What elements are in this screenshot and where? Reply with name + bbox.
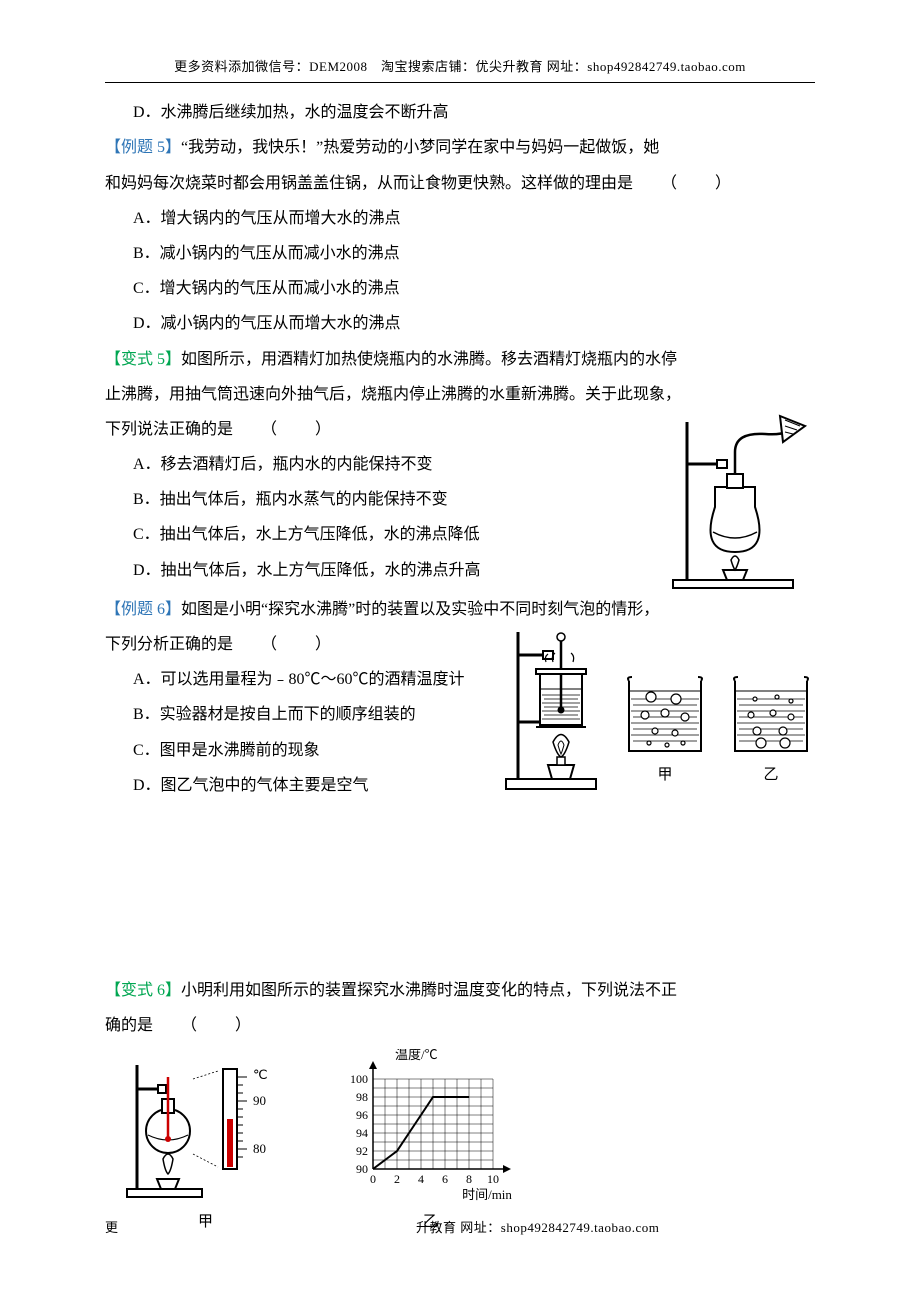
variant-5-line2: 止沸腾，用抽气筒迅速向外抽气后，烧瓶内停止沸腾的水重新沸腾。关于此现象，: [105, 377, 815, 412]
variant-6-blank: （ ）: [153, 1017, 281, 1034]
example-6-text-b: 下列分析正确的是: [105, 636, 233, 653]
example-5-line2: 和妈妈每次烧菜时都会用锅盖盖住锅，从而让食物更快熟。这样做的理由是（ ）: [105, 166, 815, 201]
ex5-option-b: B．减小锅内的气压从而减小水的沸点: [105, 236, 815, 271]
variant-6-line1: 【变式 6】小明利用如图所示的装置探究水沸腾时温度变化的特点，下列说法不正: [105, 973, 815, 1008]
example-6-blank: （ ）: [233, 636, 361, 653]
svg-text:8: 8: [466, 1172, 472, 1186]
var6-caption-yi: 乙: [423, 1206, 438, 1239]
variant-6-text-b: 确的是: [105, 1017, 153, 1034]
svg-text:96: 96: [356, 1108, 368, 1122]
svg-text:10: 10: [487, 1172, 499, 1186]
example-5-line1: 【例题 5】“我劳动，我快乐！”热爱劳动的小梦同学在家中与妈妈一起做饭，她: [105, 130, 815, 165]
variant-6-tag: 【变式 6】: [105, 982, 181, 999]
svg-text:98: 98: [356, 1090, 368, 1104]
variant-6-figures: ℃ 90 80 甲 10098969492900246810温度/℃时间/min…: [123, 1049, 815, 1239]
ex5-option-d: D．减小锅内的气压从而增大水的沸点: [105, 306, 815, 341]
variant-5-figure: [665, 412, 815, 592]
variant-6-line2: 确的是（ ）: [105, 1008, 815, 1043]
prev-option-d: D．水沸腾后继续加热，水的温度会不断升高: [105, 95, 815, 130]
ex6-beaker-jia: 甲: [621, 675, 709, 792]
page-header: 更多资料添加微信号：DEM2008 淘宝搜索店铺：优尖升教育 网址：shop49…: [105, 58, 815, 83]
example-6-text-a: 如图是小明“探究水沸腾”时的装置以及实验中不同时刻气泡的情形，: [181, 601, 659, 618]
example-5-text-a: “我劳动，我快乐！”热爱劳动的小梦同学在家中与妈妈一起做饭，她: [181, 139, 659, 156]
variant-5-text-c: 下列说法正确的是: [105, 421, 233, 438]
caption-jia: 甲: [657, 759, 672, 792]
svg-text:92: 92: [356, 1144, 368, 1158]
svg-text:4: 4: [418, 1172, 424, 1186]
therm-80: 80: [253, 1141, 266, 1156]
svg-text:6: 6: [442, 1172, 448, 1186]
var6-chart: 100 98 96 94 92 900 2 4 6 8 10 温度/℃ 时间/min 乙: [338, 1049, 523, 1239]
therm-unit: ℃: [253, 1067, 268, 1082]
example-6-line1: 【例题 6】如图是小明“探究水沸腾”时的装置以及实验中不同时刻气泡的情形，: [105, 592, 815, 627]
example-5-tag: 【例题 5】: [105, 139, 181, 156]
var6-caption-jia: 甲: [198, 1206, 213, 1239]
svg-text:0: 0: [370, 1172, 376, 1186]
svg-text:90: 90: [356, 1162, 368, 1176]
variant-6-text-a: 小明利用如图所示的装置探究水沸腾时温度变化的特点，下列说法不正: [181, 982, 677, 999]
ex5-option-a: A．增大锅内的气压从而增大水的沸点: [105, 201, 815, 236]
ex6-apparatus: [498, 627, 603, 792]
svg-text:94: 94: [356, 1126, 368, 1140]
ex5-option-c: C．增大锅内的气压从而减小水的沸点: [105, 271, 815, 306]
footer-left: 更: [105, 1220, 119, 1235]
variant-5-text-a: 如图所示，用酒精灯加热使烧瓶内的水沸腾。移去酒精灯烧瓶内的水停: [181, 351, 677, 368]
example-5-text-b: 和妈妈每次烧菜时都会用锅盖盖住锅，从而让食物更快熟。这样做的理由是: [105, 175, 633, 192]
variant-5-line1: 【变式 5】如图所示，用酒精灯加热使烧瓶内的水沸腾。移去酒精灯烧瓶内的水停: [105, 342, 815, 377]
svg-text:时间/min: 时间/min: [462, 1187, 512, 1202]
var6-apparatus: ℃ 90 80 甲: [123, 1059, 288, 1239]
example-5-blank: （ ）: [633, 175, 761, 192]
svg-text:温度/℃: 温度/℃: [395, 1049, 438, 1062]
svg-text:2: 2: [394, 1172, 400, 1186]
example-6-figures: 甲 乙: [498, 627, 815, 792]
caption-yi: 乙: [763, 759, 778, 792]
variant-5-blank: （ ）: [233, 421, 361, 438]
svg-text:100: 100: [350, 1072, 368, 1086]
variant-5-tag: 【变式 5】: [105, 351, 181, 368]
ex6-beaker-yi: 乙: [727, 675, 815, 792]
example-6-tag: 【例题 6】: [105, 601, 181, 618]
therm-90: 90: [253, 1093, 266, 1108]
